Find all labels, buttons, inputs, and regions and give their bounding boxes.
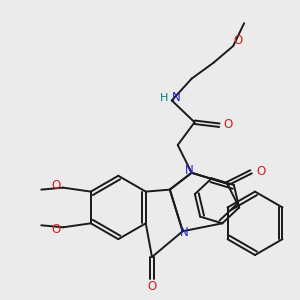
Text: O: O: [52, 223, 61, 236]
Text: O: O: [234, 34, 243, 46]
Text: O: O: [224, 118, 233, 131]
Text: N: N: [185, 164, 194, 177]
Text: O: O: [52, 179, 61, 192]
Text: N: N: [180, 226, 189, 239]
Text: H: H: [160, 94, 168, 103]
Text: O: O: [147, 280, 157, 293]
Text: N: N: [172, 91, 181, 104]
Text: O: O: [256, 165, 266, 178]
